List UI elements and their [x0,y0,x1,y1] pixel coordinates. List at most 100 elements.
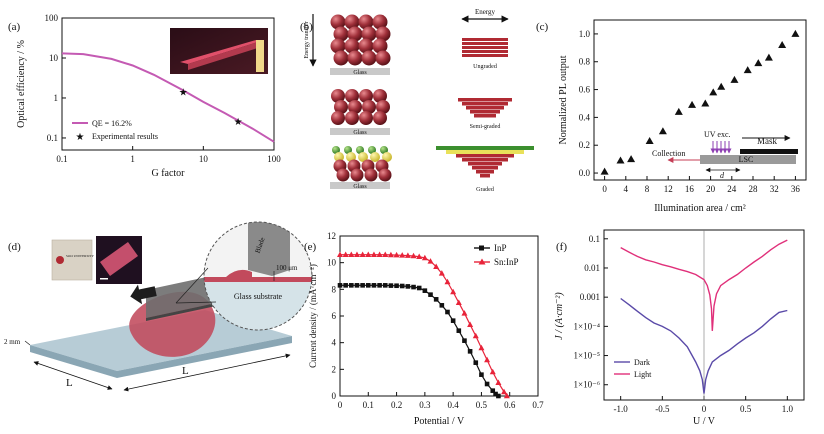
energy-transfer-label: Energy transfer [303,21,310,58]
nanocrystal [372,14,388,30]
sninp-point [410,252,417,259]
f-ytick-label: 1×10⁻⁴ [574,321,600,331]
sninp-point [404,252,411,258]
c-ytick-label: 0.6 [579,85,591,95]
panel-c-plot [600,29,800,175]
blade-edge [146,303,216,321]
nanocrystal [331,89,345,103]
c-xtick-label: 12 [664,184,673,194]
panel-c-ylabel: Normalized PL output [558,55,569,144]
glass-slab-2 [330,128,390,135]
sninp-point [376,251,383,257]
legend-label-dark: Dark [634,358,650,367]
inp-point [428,292,433,297]
a-ytick-label: 100 [45,13,59,23]
nanocrystal [347,26,363,42]
e-ytick-label: 2 [332,364,337,374]
c-data-point [616,156,625,164]
inp-point [365,283,371,288]
band-diagrams [436,38,534,178]
legend-star-icon: ★ [76,132,85,143]
f-ytick-label: 1×10⁻⁶ [574,380,600,390]
panel-e-plot [337,251,510,399]
panel-a-letter: (a) [8,21,21,33]
blade [146,275,216,318]
zoom-film [204,277,312,282]
nanocrystal [372,38,388,54]
panel-e-xlabel: Potential / V [414,416,465,427]
height-label: 2 mm [4,338,21,346]
c-xtick-label: 28 [749,184,759,194]
inp-point [456,328,462,333]
zoom-film-bead [226,269,252,277]
inp-point [450,318,456,323]
legend-label-experimental: Experimental results [92,132,158,141]
nanocrystal [345,89,359,103]
glass-slab-3 [330,182,390,189]
panel-b: (b) Energy transfer Energy Glass Glass G… [300,8,534,193]
zoom-blade [248,222,290,276]
panel-a-plot: ★★ [61,52,275,143]
sninp-point [501,388,508,395]
lsc-bar [700,155,796,164]
nanocrystal-stacks [330,14,392,182]
energy-band [474,114,496,118]
sninp-point [359,251,366,257]
energy-band [462,42,508,45]
dark-curve [620,297,788,394]
c-xtick-label: 20 [706,184,716,194]
panel-c: (c) 0 4 8 12 16 20 24 28 32 360.00.20.40.60.81.0 … [536,19,807,214]
nanocrystal [334,100,348,114]
c-ytick-label: 0.0 [579,168,591,178]
sninp-point [393,251,400,258]
f-xtick-label: 0 [702,404,707,414]
panel-c-frame [593,19,807,181]
inp-point [493,391,498,397]
a-ytick-label: 10 [49,53,59,63]
c-data-point [730,75,739,83]
f-xtick-label: 1.0 [782,404,794,414]
legend-label-inp: InP [494,243,507,253]
sninp-point [427,258,434,264]
nanocrystal [330,38,346,54]
c-xtick-label: 4 [624,184,629,194]
nanocrystal [333,26,349,42]
energy-band [458,98,512,102]
nanocrystal [347,50,363,66]
panel-e-letter: (e) [304,241,317,253]
zoom-connector-1 [175,267,209,304]
zoom-circle [203,221,313,331]
c-xtick-label: 36 [791,184,801,194]
sninp-point [353,251,360,257]
thickness-label: 100 μm [276,264,298,272]
sninp-point [484,356,491,363]
c-data-point [600,167,609,175]
inp-point [337,283,343,288]
panel-e-ticks: 0 0.1 0.2 0.3 0.4 0.5 0.6 0.7 0 2 4 6 8 10 12 [327,231,544,410]
panel-d-letter: (d) [8,241,21,253]
glass-label-2: Glass [353,130,367,136]
panel-f-plot [620,230,788,400]
inp-point [411,284,416,290]
e-ytick-label: 4 [332,338,337,348]
energy-label: Energy [475,8,496,16]
inp-point [416,285,422,291]
c-ytick-label: 0.2 [579,140,590,150]
sninp-point [433,263,440,269]
panel-a: (a) 0.1 1 10 100 0.1 1 10 100 Optical efficienc… [8,13,281,179]
height-leader [24,340,31,346]
label-semi-graded: Semi-graded [470,124,501,130]
a-xtick-label: 1 [130,154,135,164]
energy-band [456,154,514,158]
inp-point [473,360,479,365]
energy-band [468,162,502,166]
e-ytick-label: 0 [332,391,337,401]
legend-marker-inp [479,245,484,251]
inp-point [399,283,405,289]
sninp-point [348,251,355,257]
glass-label-1: Glass [353,70,367,76]
panel-b-letter: (b) [300,21,313,33]
d-label: d [720,171,725,180]
sninp-point [467,321,474,327]
lsc-label: LSC [739,155,754,164]
